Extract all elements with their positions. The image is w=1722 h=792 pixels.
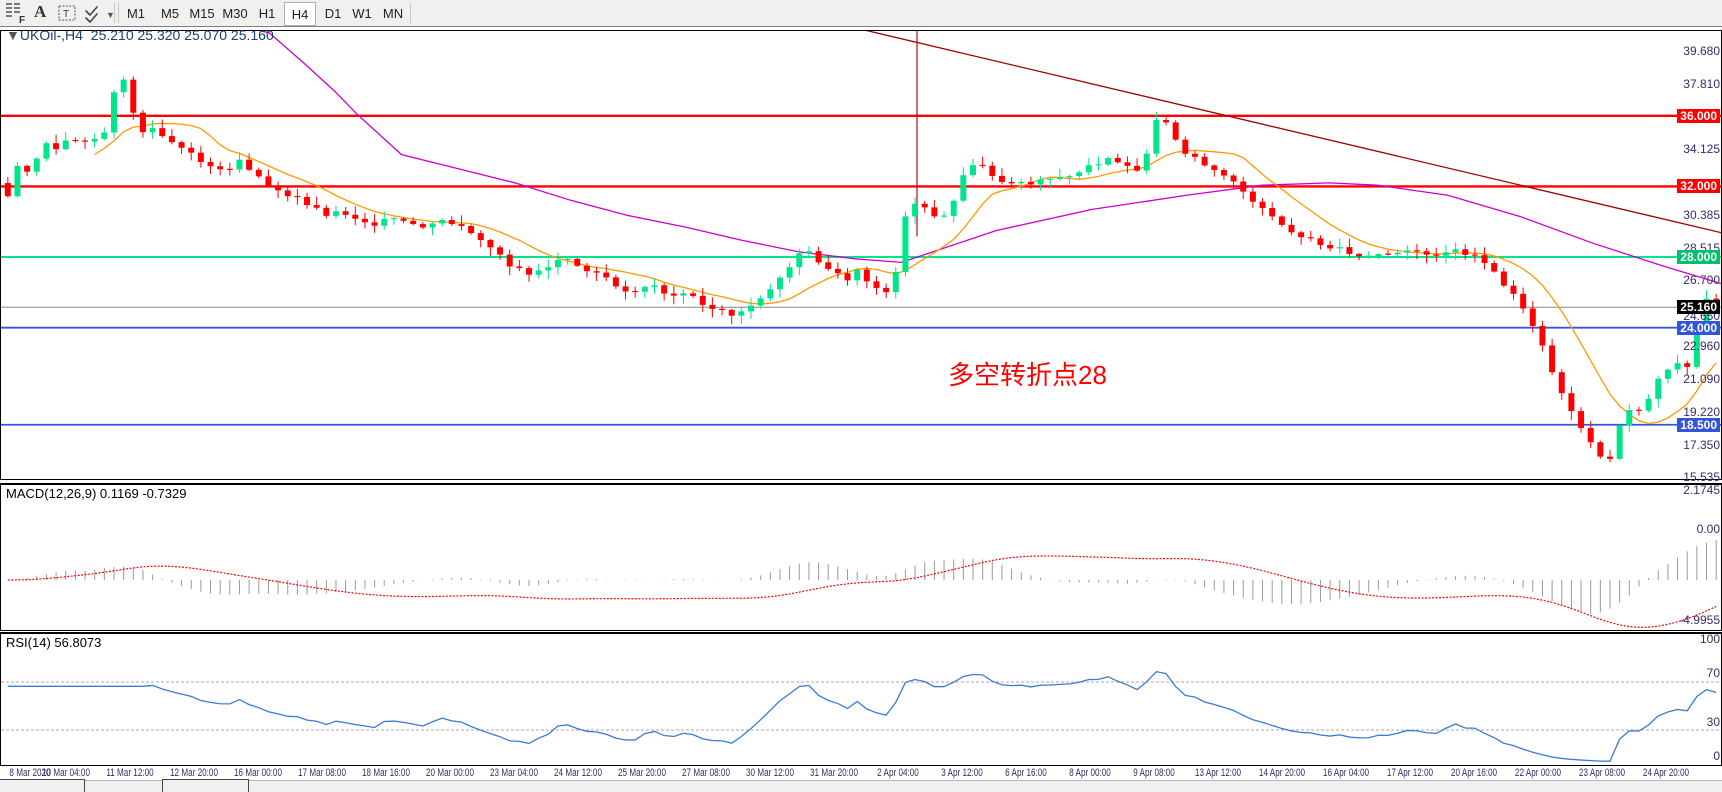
svg-text:F: F [19,15,25,24]
svg-text:T: T [63,9,69,20]
